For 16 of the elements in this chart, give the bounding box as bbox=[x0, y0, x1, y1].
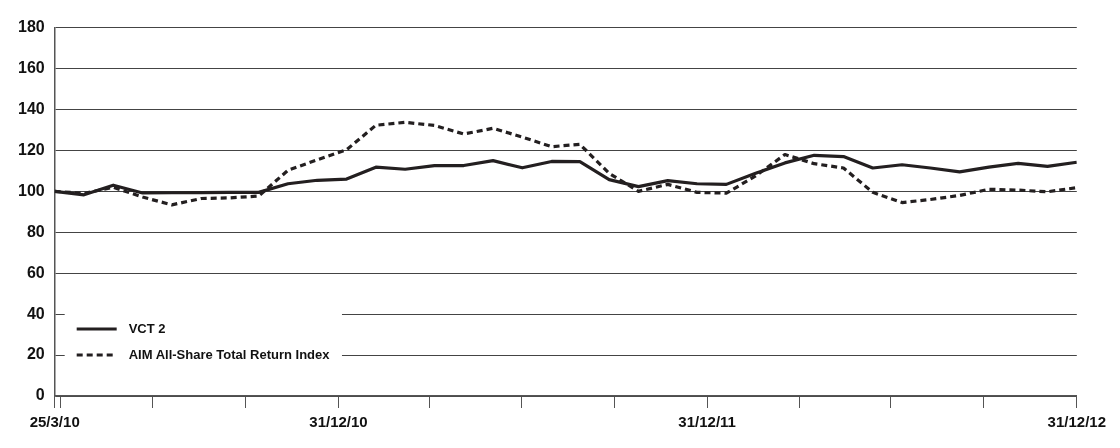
y-tick-label: 60 bbox=[26, 263, 45, 281]
y-tick-label: 20 bbox=[26, 345, 45, 363]
legend-label: VCT 2 bbox=[128, 320, 166, 336]
y-tick-label: 0 bbox=[35, 386, 45, 404]
y-tick-label: 100 bbox=[17, 181, 45, 199]
y-tick-label: 40 bbox=[26, 304, 45, 322]
x-tick-label: 31/12/11 bbox=[678, 413, 736, 431]
y-tick-label: 140 bbox=[17, 99, 45, 117]
y-tick-label: 80 bbox=[26, 222, 45, 240]
y-tick-label: 160 bbox=[17, 58, 45, 76]
x-tick-label: 31/12/10 bbox=[309, 413, 368, 431]
y-tick-label: 180 bbox=[17, 18, 45, 36]
legend-label: AIM All-Share Total Return Index bbox=[128, 346, 331, 362]
y-tick-label: 120 bbox=[17, 140, 45, 158]
x-tick-label: 25/3/10 bbox=[29, 413, 80, 431]
x-tick-label: 31/12/12 bbox=[1047, 413, 1106, 431]
